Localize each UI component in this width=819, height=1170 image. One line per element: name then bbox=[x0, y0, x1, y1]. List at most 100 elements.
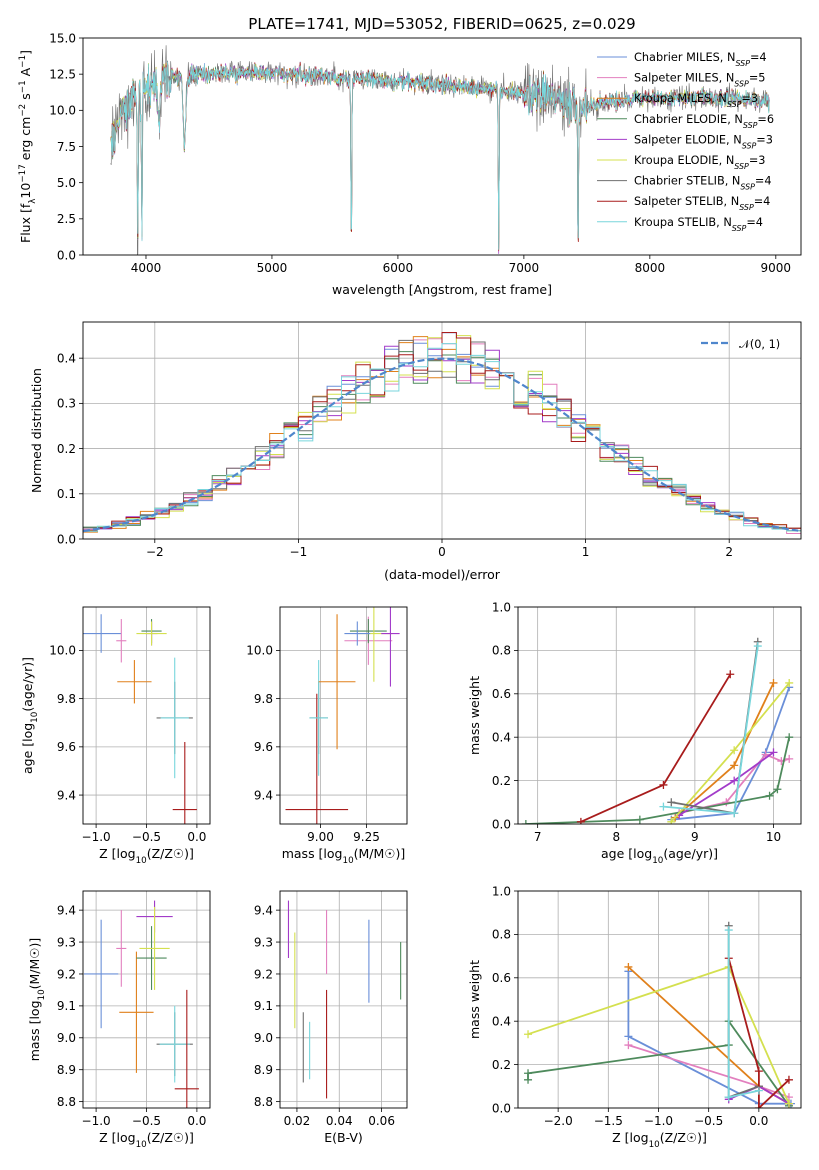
age-vs-Z-xlabel: Z [log10(Z/Z☉)] bbox=[99, 846, 194, 866]
age-vs-Z-point-chabrier_miles bbox=[83, 614, 122, 653]
spectrum-legend-label-kroupa_stelib: Kroupa STELIB, NSSP=4 bbox=[634, 216, 763, 233]
mass-vs-Z-point-chabrier_elodie bbox=[136, 926, 167, 990]
mass-weight-vs-Z-frame bbox=[517, 890, 802, 1109]
mass-weight-vs-Z-ytick-label: 0.4 bbox=[492, 1015, 511, 1029]
mass-vs-EBV-ytick-label: 8.9 bbox=[254, 1063, 273, 1077]
mass-weight-vs-Z-xlabel: Z [log10(Z/Z☉)] bbox=[612, 1130, 707, 1150]
mass-weight-vs-age-xlabel: age [log10(age/yr)] bbox=[601, 846, 718, 866]
mass-weight-vs-age-line-salpeter_stelib bbox=[580, 673, 732, 823]
spectrum-ytick-label: 12.5 bbox=[49, 67, 76, 81]
residuals-ticks: −2 −1 0 1 2 0.0 0.1 0.2 0.3 0.4 bbox=[57, 351, 733, 559]
residuals-normal-curve bbox=[83, 357, 799, 533]
age-vs-Z-ytick-label: 10.0 bbox=[49, 644, 76, 658]
residuals-xtick-label: −1 bbox=[290, 545, 308, 559]
mass-weight-vs-age-marker-kroupa_stelib bbox=[730, 809, 739, 818]
mass-vs-Z-ytick-label: 9.4 bbox=[57, 903, 76, 917]
age-vs-Z-point-salpeter_miles bbox=[116, 619, 127, 663]
age-vs-mass-xlabel: mass [log10(M/M☉)] bbox=[282, 846, 406, 866]
age-vs-mass-ytick-label: 9.6 bbox=[254, 740, 273, 754]
spectrum-xtick-label: 5000 bbox=[257, 261, 288, 275]
mass-weight-vs-age-lines bbox=[521, 637, 794, 824]
residuals-xtick-label: 2 bbox=[725, 545, 733, 559]
age-vs-Z-xtick-label: 0.0 bbox=[187, 830, 206, 844]
age-vs-Z-ytick-label: 9.4 bbox=[57, 788, 76, 802]
mass-weight-vs-age-frame bbox=[517, 606, 802, 825]
mass-weight-vs-age-xtick-label: 10 bbox=[766, 830, 781, 844]
mass-vs-Z-grid bbox=[83, 891, 210, 1108]
mass-weight-vs-age-line-chabrier_miles bbox=[671, 686, 791, 821]
residuals-ytick-label: 0.2 bbox=[57, 442, 76, 456]
mass-weight-vs-Z-xtick-label: 0.0 bbox=[749, 1114, 768, 1128]
spectrum-legend-label-kroupa_miles: Kroupa MILES, NSSP=3 bbox=[634, 92, 758, 109]
mass-weight-vs-Z-marker-salpeter_miles bbox=[624, 1041, 633, 1050]
residuals-xtick-label: −2 bbox=[146, 545, 164, 559]
age-vs-mass-ticks: 9.00 9.25 9.4 9.6 9.8 10.0 bbox=[246, 644, 380, 844]
mass-vs-EBV-xlabel: E(B-V) bbox=[324, 1130, 363, 1145]
spectrum-ytick-label: 10.0 bbox=[49, 104, 76, 118]
mass-weight-vs-age-ytick-label: 0.2 bbox=[492, 774, 511, 788]
spectrum-xtick-label: 7000 bbox=[509, 261, 540, 275]
mass-weight-vs-age-marker-salpeter_stelib bbox=[726, 670, 735, 679]
age-vs-mass-errorbars bbox=[285, 607, 400, 824]
mass-weight-vs-Z-marker-kroupa_stelib bbox=[724, 1093, 733, 1102]
spectrum-ytick-label: 7.5 bbox=[57, 140, 76, 154]
mass-weight-vs-age-series-chabrier_elodie bbox=[521, 733, 794, 824]
residuals-ytick-label: 0.0 bbox=[57, 532, 76, 546]
age-vs-mass-grid bbox=[280, 607, 407, 824]
residuals-step-kroupa_stelib bbox=[83, 343, 801, 533]
mass-vs-Z-ytick-label: 9.3 bbox=[57, 935, 76, 949]
spectrum-model-kroupa_stelib bbox=[110, 61, 770, 250]
mass-weight-vs-Z-ytick-label: 0.8 bbox=[492, 928, 511, 942]
age-vs-Z-ytick-label: 9.6 bbox=[57, 740, 76, 754]
mass-weight-vs-age-ytick-label: 0.6 bbox=[492, 687, 511, 701]
spectrum-ylabel: Flux [fλ10−17 erg cm−2 s−1 A−1] bbox=[18, 50, 38, 243]
residuals-xtick-label: 0 bbox=[438, 545, 446, 559]
mass-vs-Z-errorbars bbox=[84, 900, 199, 1108]
age-vs-Z-ylabel: age [log10(age/yr)] bbox=[20, 657, 40, 774]
mass-weight-vs-age-marker-chabrier_stelib bbox=[667, 798, 676, 807]
mass-weight-vs-Z-ytick-label: 0.0 bbox=[492, 1101, 511, 1115]
mass-vs-EBV-ytick-label: 9.2 bbox=[254, 967, 273, 981]
mass-weight-vs-Z-marker-kroupa_miles bbox=[624, 962, 633, 971]
age-vs-Z-xtick-label: −0.5 bbox=[132, 830, 161, 844]
mass-weight-vs-age-marker-kroupa_miles bbox=[730, 761, 739, 770]
spectrum-xtick-label: 6000 bbox=[383, 261, 414, 275]
mass-weight-vs-age-marker-kroupa_elodie bbox=[730, 746, 739, 755]
mass-vs-Z-ytick-label: 8.9 bbox=[57, 1063, 76, 1077]
mass-vs-EBV-xtick-label: 0.04 bbox=[326, 1114, 353, 1128]
mass-vs-Z-ytick-label: 9.2 bbox=[57, 967, 76, 981]
mass-weight-vs-Z-marker-kroupa_elodie bbox=[524, 1030, 533, 1039]
age-vs-mass-xtick-label: 9.25 bbox=[353, 830, 380, 844]
age-vs-Z-point-kroupa_miles bbox=[117, 660, 152, 704]
spectrum-ytick-label: 0.0 bbox=[57, 248, 76, 262]
mass-weight-vs-Z-lines bbox=[524, 921, 795, 1108]
mass-vs-EBV-frame bbox=[279, 890, 408, 1109]
residuals-histograms bbox=[83, 332, 801, 536]
age-vs-mass-point-salpeter_stelib bbox=[285, 693, 349, 824]
mass-vs-Z-xtick-label: 0.0 bbox=[187, 1114, 206, 1128]
age-vs-mass-ytick-label: 9.8 bbox=[254, 692, 273, 706]
mass-weight-vs-age-marker-salpeter_stelib bbox=[576, 817, 585, 824]
age-vs-Z-xtick-label: −1.0 bbox=[82, 830, 111, 844]
residuals-legend-label: 𝒩(0, 1) bbox=[739, 338, 780, 351]
mass-weight-vs-age-ytick-label: 0.4 bbox=[492, 731, 511, 745]
mass-vs-EBV-ytick-label: 9.3 bbox=[254, 935, 273, 949]
residuals-xlabel: (data-model)/error bbox=[384, 567, 501, 582]
mass-weight-vs-Z-xtick-label: −2.0 bbox=[544, 1114, 573, 1128]
residuals-ytick-label: 0.1 bbox=[57, 487, 76, 501]
spectrum-legend-label-salpeter_stelib: Salpeter STELIB, NSSP=4 bbox=[634, 195, 770, 212]
mass-vs-Z-point-salpeter_stelib bbox=[174, 989, 199, 1108]
age-vs-mass-point-kroupa_stelib bbox=[309, 660, 328, 776]
spectrum-xlabel: wavelength [Angstrom, rest frame] bbox=[332, 282, 552, 297]
mass-vs-EBV-ytick-label: 9.0 bbox=[254, 1031, 273, 1045]
mass-weight-vs-age-marker-kroupa_elodie bbox=[667, 817, 676, 824]
mass-vs-Z-ytick-label: 8.8 bbox=[57, 1095, 76, 1109]
age-vs-Z-errorbars bbox=[83, 614, 197, 824]
mass-vs-Z-ylabel: mass [log10(M/M☉)] bbox=[27, 938, 47, 1062]
mass-weight-vs-age-marker-kroupa_stelib bbox=[753, 642, 762, 651]
mass-weight-vs-age-ytick-label: 0.8 bbox=[492, 644, 511, 658]
mass-weight-vs-Z-marker-salpeter_stelib bbox=[754, 1067, 763, 1076]
mass-vs-Z-ytick-label: 9.0 bbox=[57, 1031, 76, 1045]
age-vs-Z-point-kroupa_stelib bbox=[160, 657, 189, 779]
